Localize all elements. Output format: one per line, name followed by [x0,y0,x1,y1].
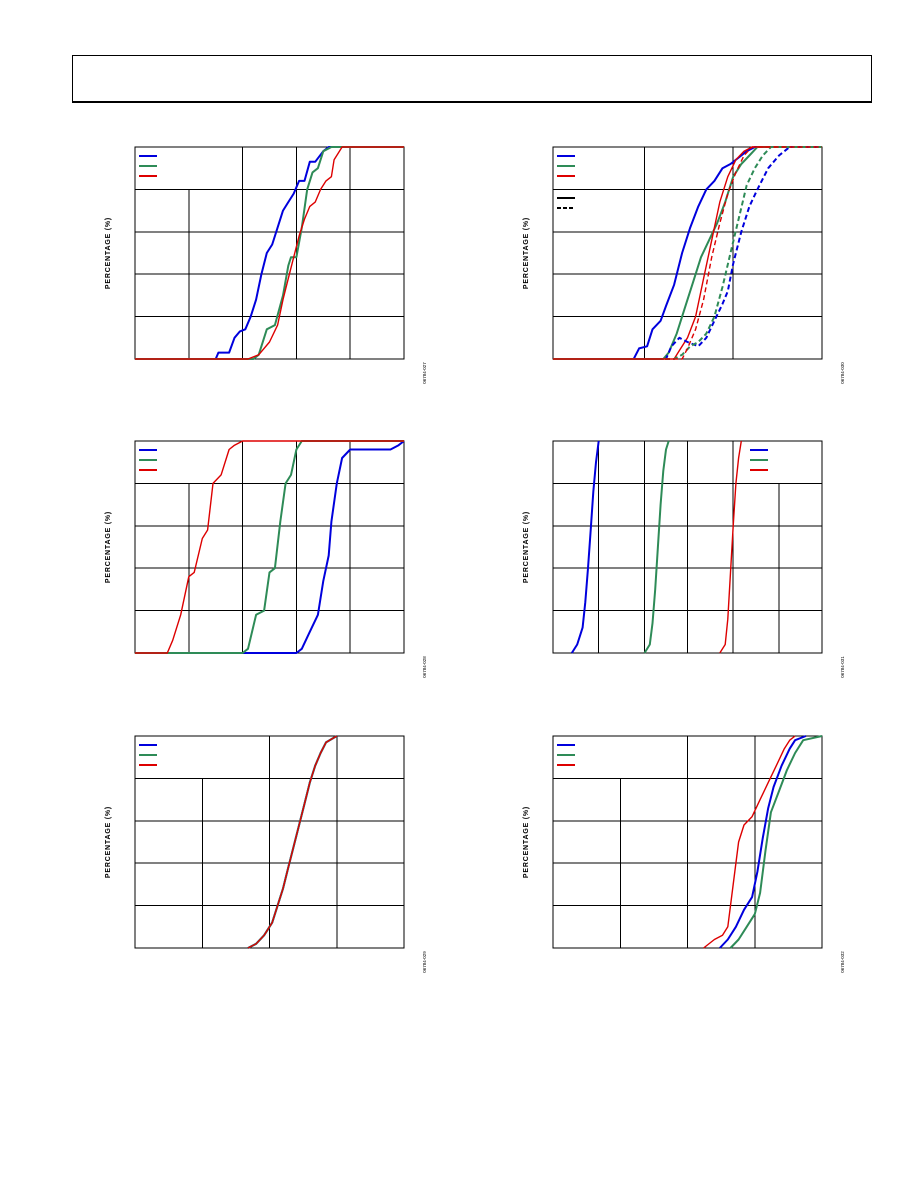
chart-6: PERCENTAGE (%) 06784-032 [523,735,845,973]
series-line-blue [570,440,600,654]
series-line-blue [135,440,405,654]
plot-frame [134,440,405,654]
series-line-red [553,146,822,360]
figure-code: 06784-028 [422,656,427,678]
series-line-red [247,735,338,949]
plot-frame [552,146,823,360]
figure-code: 06784-030 [840,362,845,384]
series-line-blue-dashed [553,146,822,360]
chart-2: PERCENTAGE (%) 06784-030 [523,146,845,384]
y-axis-label: PERCENTAGE (%) [523,806,530,878]
figure-code: 06784-032 [840,951,845,973]
y-axis-label: PERCENTAGE (%) [105,806,112,878]
series-line-green [729,735,823,949]
chart-3: PERCENTAGE (%) 06784-028 [105,440,427,678]
series-line-red [719,440,742,654]
chart-4: PERCENTAGE (%) 06784-031 [523,440,845,678]
y-axis-label: PERCENTAGE (%) [105,511,112,583]
series-line-green [643,440,670,654]
series-line-green-dashed [553,146,822,360]
y-axis-label: PERCENTAGE (%) [523,511,530,583]
y-axis-label: PERCENTAGE (%) [105,217,112,289]
page-header [72,55,872,103]
y-axis-label: PERCENTAGE (%) [523,217,530,289]
series-line-blue [719,735,807,949]
series-line-red [703,735,796,949]
plot-frame [134,146,405,360]
series-line-green [135,440,404,654]
series-line-red-dashed [553,146,822,360]
series-line-red [135,440,404,654]
series-line-blue [135,146,404,360]
series-line-red [135,146,404,360]
chart-1: PERCENTAGE (%) 06784-027 [105,146,427,384]
figure-code: 06784-031 [840,656,845,678]
figure-code: 06784-029 [422,951,427,973]
chart-5: PERCENTAGE (%) 06784-029 [105,735,427,973]
figure-code: 06784-027 [422,362,427,384]
series-line-green [553,146,822,360]
